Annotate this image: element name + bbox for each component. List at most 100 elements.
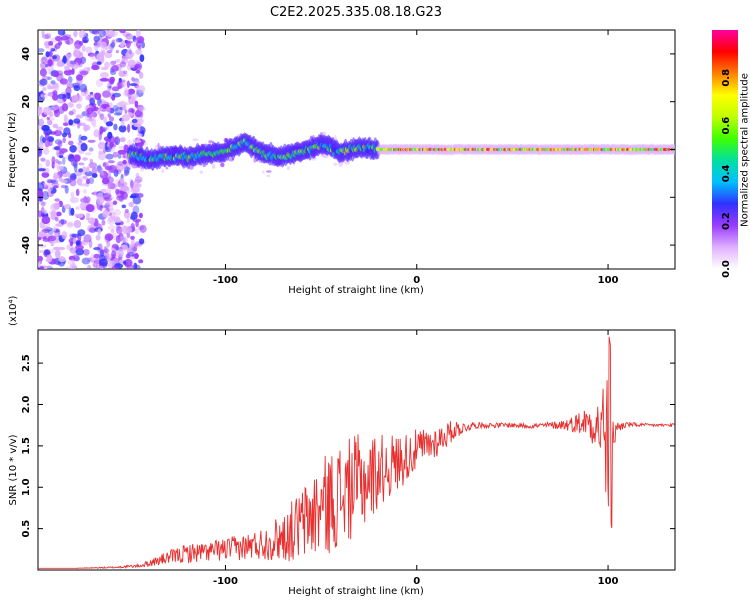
noise-blob-830: [109, 142, 114, 148]
noise-blob-749: [79, 70, 89, 76]
noise-blob-836: [51, 182, 60, 187]
noise-blob-733: [54, 198, 60, 202]
noise-blob-526: [50, 203, 57, 212]
noise-blob-670: [78, 168, 83, 173]
colorbar-gradient: [712, 30, 738, 269]
noise-blob-813: [129, 83, 138, 87]
noise-blob-866: [100, 50, 105, 57]
scatter-blob-1010: [199, 170, 203, 175]
noise-blob-849: [138, 106, 146, 112]
noise-blob-855: [50, 210, 57, 217]
noise-blob-847: [70, 174, 74, 181]
noise-blob-422: [119, 61, 127, 68]
noise-blob-693: [124, 166, 130, 174]
noise-blob-886: [138, 238, 145, 245]
noise-blob-705: [107, 113, 111, 118]
noise-blob-323: [45, 63, 49, 68]
noise-blob-88: [123, 210, 131, 219]
noise-blob-698: [38, 106, 43, 115]
noise-blob-649: [98, 30, 106, 38]
noise-blob-752: [79, 83, 88, 93]
noise-blob-874: [97, 108, 101, 115]
noise-blob-580: [89, 30, 98, 34]
noise-blob-516: [87, 52, 96, 57]
noise-blob-365: [135, 70, 141, 74]
noise-blob-889: [39, 265, 44, 269]
noise-blob-634: [58, 165, 64, 170]
noise-blob-788: [99, 77, 109, 82]
noise-blob-650: [108, 216, 114, 223]
noise-blob-363: [41, 215, 51, 225]
noise-blob-629: [66, 53, 72, 59]
noise-blob-135: [124, 169, 130, 176]
noise-blob-561: [47, 235, 57, 242]
scatter-blob-998: [143, 142, 147, 146]
noise-blob-148: [41, 57, 51, 60]
noise-blob-309: [127, 59, 136, 68]
noise-blob-591: [108, 253, 112, 260]
noise-blob-139: [126, 217, 130, 224]
noise-blob-534: [79, 202, 86, 209]
noise-blob-767: [116, 226, 123, 235]
noise-blob-611: [58, 106, 65, 115]
noise-blob-548: [41, 124, 50, 132]
noise-blob-477: [42, 92, 48, 100]
noise-blob-762: [57, 93, 67, 100]
noise-blob-717: [93, 190, 97, 196]
noise-blob-879: [138, 71, 144, 79]
noise-blob-492: [65, 221, 74, 229]
noise-blob-696: [141, 41, 146, 49]
noise-blob-70: [114, 59, 121, 63]
noise-blob-613: [62, 122, 69, 126]
noise-blob-436: [135, 49, 143, 55]
x-tick-label: 100: [598, 576, 619, 587]
scatter-blob-1055: [322, 131, 327, 137]
noise-blob-626: [73, 118, 81, 124]
noise-blob-731: [58, 151, 65, 155]
noise-blob-797: [42, 34, 50, 39]
noise-blob-864: [122, 260, 127, 265]
noise-blob-845: [38, 124, 43, 130]
noise-blob-211: [78, 162, 85, 166]
noise-blob-539: [135, 172, 140, 178]
scatter-blob-1039: [202, 163, 207, 168]
noise-blob-647: [53, 185, 59, 189]
noise-blob-641: [76, 74, 83, 81]
y-tick-label: 1.5: [21, 437, 32, 455]
noise-blob-546: [48, 41, 54, 46]
noise-blob-214: [122, 32, 131, 37]
noise-blob-29: [73, 30, 78, 38]
noise-blob-508: [91, 173, 98, 178]
noise-blob-33: [109, 116, 114, 122]
noise-blob-127: [112, 232, 117, 241]
top-x-ticks: -100 0 100: [213, 30, 619, 286]
noise-blob-668: [100, 188, 107, 193]
noise-blob-355: [98, 113, 104, 118]
noise-blob-318: [138, 212, 143, 219]
noise-blob-432: [48, 117, 55, 121]
noise-blob-475: [111, 265, 119, 269]
noise-blob-487: [69, 247, 78, 254]
noise-blob-844: [109, 78, 115, 85]
noise-blob-718: [38, 146, 42, 155]
noise-blob-427: [136, 85, 146, 94]
noise-blob-178: [85, 212, 91, 218]
noise-blob-681: [88, 147, 94, 152]
noise-blob-566: [117, 153, 122, 159]
noise-blob-890: [40, 206, 45, 215]
noise-blob-295: [67, 222, 74, 227]
noise-blob-411: [119, 235, 127, 244]
noise-blob-570: [50, 179, 59, 185]
noise-blob-656: [80, 143, 88, 152]
noise-blob-618: [55, 223, 64, 227]
top-y-ticks: -40 -20 0 20 40: [21, 47, 675, 254]
noise-blob-49: [58, 219, 67, 225]
noise-blob-488: [52, 55, 57, 60]
noise-blob-344: [64, 204, 71, 210]
scatter-blob-942: [208, 140, 214, 144]
noise-blob-564: [134, 109, 142, 118]
noise-blob-559: [46, 254, 53, 263]
noise-blob-673: [82, 157, 88, 161]
noise-blob-809: [93, 35, 100, 42]
noise-blob-624: [108, 212, 112, 217]
